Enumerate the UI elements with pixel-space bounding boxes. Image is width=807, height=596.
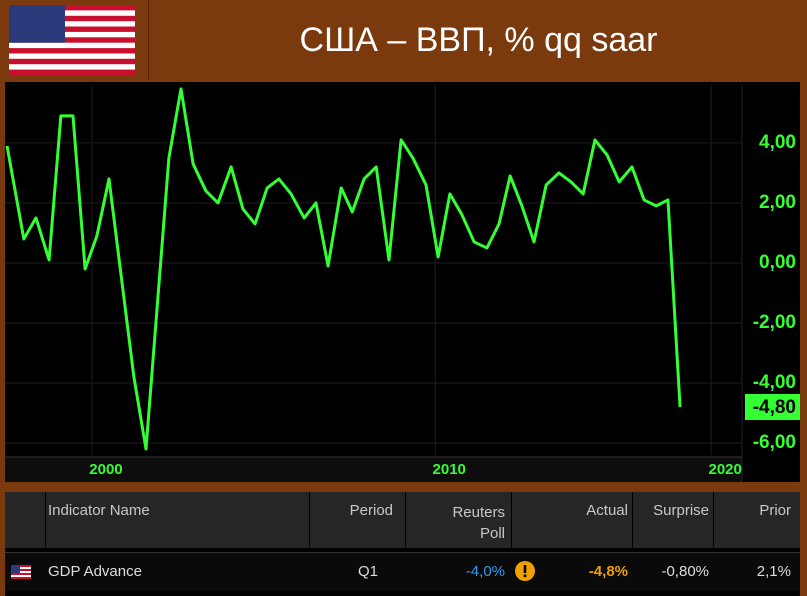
chart: -6,00 -4,00 -2,00 0,00 2,00 4,00 2000 2010 2020 -… — [5, 82, 800, 482]
x-axis-strip — [5, 457, 742, 482]
flag-box — [0, 0, 149, 80]
y-tick-label: -2,00 — [753, 312, 796, 333]
us-flag — [9, 5, 135, 75]
header-cell — [406, 492, 511, 548]
table: Indicator Name Period Reuters Poll Actua… — [5, 492, 800, 596]
chart-bg — [5, 82, 800, 482]
last-value-label: -4,80 — [753, 397, 796, 418]
x-tick-label: 2020 — [708, 461, 741, 478]
actual: -4,8% — [588, 563, 628, 580]
y-tick-label: 0,00 — [759, 252, 796, 273]
poll: -4,0% — [465, 563, 505, 580]
y-tick-label: -4,00 — [753, 372, 796, 393]
x-tick-label: 2010 — [433, 461, 466, 478]
prior: 2,1% — [756, 563, 791, 580]
last-value-box — [745, 393, 800, 420]
x-tick-label: 2000 — [89, 461, 122, 478]
column-header: Prior — [759, 502, 791, 519]
header-cell — [512, 492, 632, 548]
header-cell — [310, 492, 405, 548]
data-line — [5, 87, 682, 451]
y-tick-label: -6,00 — [753, 432, 796, 453]
column-header: Actual — [586, 502, 628, 519]
column-header: Indicator Name — [48, 502, 150, 519]
warning-icon[interactable] — [515, 561, 535, 581]
column-header: Surprise — [653, 502, 709, 519]
row-flag — [11, 565, 31, 579]
title-text: США – ВВП, % qq saar — [299, 21, 658, 59]
title: США – ВВП, % qq saar — [150, 0, 807, 80]
column-header: Reuters Poll — [452, 504, 505, 542]
column-header: Period — [349, 502, 393, 519]
y-tick-label: 2,00 — [759, 192, 796, 213]
table-row[interactable]: GDP Advance Q1 -4,0% -4,8% -0,80% 2,1% — [5, 552, 800, 591]
header-cell — [5, 492, 45, 548]
y-tick-label: 4,00 — [759, 132, 796, 153]
header-cell — [46, 492, 309, 548]
indicator-name: GDP Advance — [48, 563, 142, 580]
header-cell — [714, 492, 800, 548]
header-cell — [633, 492, 713, 548]
surprise: -0,80% — [661, 563, 709, 580]
period: Q1 — [357, 563, 378, 580]
